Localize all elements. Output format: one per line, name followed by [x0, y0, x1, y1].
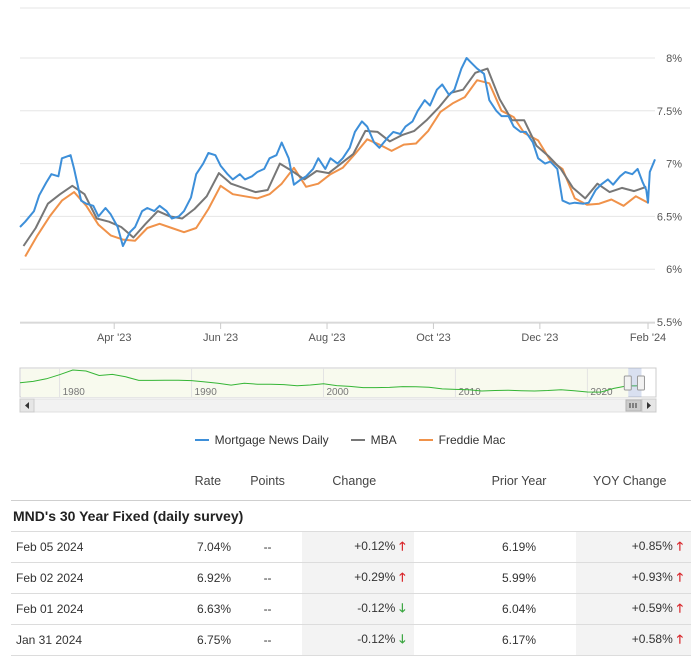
- navigator-tick-label: 1990: [195, 387, 218, 398]
- legend-label: Mortgage News Daily: [214, 433, 329, 447]
- arrow-down-icon: 🡓: [399, 600, 406, 615]
- rates-table: Rate Points Change Prior Year YOY Change…: [11, 462, 691, 656]
- series-line-mortgage-news-daily: [19, 57, 656, 247]
- navigator-chart[interactable]: 1980 1990 2000 2010 2020: [0, 360, 700, 422]
- row-prior-year: 5.99%: [413, 562, 576, 594]
- table-header-row: Rate Points Change Prior Year YOY Change: [11, 462, 691, 501]
- header-points: Points: [250, 474, 285, 488]
- legend-label: MBA: [370, 433, 397, 447]
- scroll-right-arrow-icon: [647, 402, 651, 409]
- change-value: +0.12%: [354, 538, 396, 553]
- header-change: Change: [332, 474, 377, 488]
- arrow-up-icon: 🡑: [399, 569, 406, 584]
- row-change: +0.12% 🡑: [302, 531, 414, 563]
- series-line-freddie-mac: [24, 79, 649, 258]
- row-points: --: [233, 562, 303, 594]
- arrow-up-icon: 🡑: [676, 600, 683, 615]
- row-rate: 6.92%: [142, 562, 234, 594]
- row-rate: 6.75%: [142, 624, 234, 656]
- arrow-up-icon: 🡑: [676, 569, 683, 584]
- table-row: Feb 02 2024 6.92% -- +0.29% 🡑 5.99% +0.93…: [11, 562, 691, 594]
- change-value: -0.12%: [357, 631, 396, 646]
- yoy-value: +0.58%: [631, 631, 673, 646]
- arrow-up-icon: 🡑: [676, 538, 683, 553]
- navigator-handle: [636, 375, 645, 391]
- row-points: --: [233, 624, 303, 656]
- header-date: [11, 462, 143, 501]
- y-tick-label: 6%: [666, 264, 682, 276]
- table-row: Feb 01 2024 6.63% -- -0.12% 🡓 6.04% +0.59…: [11, 593, 691, 625]
- main-line-chart: 5.5% 6% 6.5% 7% 7.5% 8% Apr '23 Jun '23 Aug '23 O…: [19, 7, 690, 344]
- row-rate: 7.04%: [142, 531, 234, 563]
- legend-item-mba[interactable]: MBA: [350, 433, 397, 447]
- navigator-handle: [623, 375, 632, 391]
- y-tick-label: 7.5%: [657, 106, 682, 118]
- x-tick-label: Jun '23: [203, 332, 238, 344]
- table-row: Jan 31 2024 6.75% -- -0.12% 🡓 6.17% +0.58…: [11, 624, 691, 656]
- header-yoy-change: YOY Change: [593, 474, 667, 488]
- row-date: Jan 31 2024: [11, 624, 143, 656]
- row-yoy: +0.85% 🡑: [575, 531, 691, 563]
- navigator-tick-label: 2000: [326, 387, 349, 398]
- legend-swatch-mnd: [194, 439, 209, 441]
- yoy-value: +0.93%: [631, 569, 673, 584]
- legend-item-mnd[interactable]: Mortgage News Daily: [194, 433, 329, 447]
- row-prior-year: 6.04%: [413, 593, 576, 625]
- x-tick-label: Oct '23: [416, 332, 451, 344]
- row-prior-year: 6.19%: [413, 531, 576, 563]
- y-tick-label: 6.5%: [657, 211, 682, 223]
- row-date: Feb 02 2024: [11, 562, 143, 594]
- y-tick-label: 7%: [666, 159, 682, 171]
- row-date: Feb 05 2024: [11, 531, 143, 563]
- x-tick-label: Feb '24: [630, 332, 666, 344]
- legend-swatch-mba: [350, 439, 365, 441]
- yoy-value: +0.85%: [631, 538, 673, 553]
- x-tick-label: Apr '23: [97, 332, 132, 344]
- header-prior-year: Prior Year: [491, 474, 547, 488]
- legend-label: Freddie Mac: [438, 433, 506, 447]
- row-points: --: [233, 593, 303, 625]
- row-points: --: [233, 531, 303, 563]
- row-date: Feb 01 2024: [11, 593, 143, 625]
- navigator-tick-label: 1980: [63, 387, 86, 398]
- row-yoy: +0.93% 🡑: [575, 562, 691, 594]
- header-rate: Rate: [194, 474, 222, 488]
- chart-legend: Mortgage News Daily MBA Freddie Mac: [0, 433, 700, 447]
- y-tick-label: 5.5%: [657, 317, 682, 329]
- legend-swatch-freddie: [418, 439, 433, 441]
- section-title: MND's 30 Year Fixed (daily survey): [11, 500, 691, 532]
- x-tick-label: Aug '23: [309, 332, 346, 344]
- section-row: MND's 30 Year Fixed (daily survey): [11, 500, 691, 532]
- table-row: Feb 05 2024 7.04% -- +0.12% 🡑 6.19% +0.85…: [11, 531, 691, 563]
- arrow-up-icon: 🡑: [676, 631, 683, 646]
- row-prior-year: 6.17%: [413, 624, 576, 656]
- rates-chart: 5.5% 6% 6.5% 7% 7.5% 8% Apr '23 Jun '23 Aug '23 O…: [0, 7, 700, 422]
- scrollbar-track: [19, 398, 657, 413]
- row-rate: 6.63%: [142, 593, 234, 625]
- navigator-tick-label: 2020: [590, 387, 613, 398]
- y-tick-label: 8%: [666, 53, 682, 65]
- series-line-mba: [22, 67, 647, 247]
- row-change: -0.12% 🡓: [302, 624, 414, 656]
- row-yoy: +0.59% 🡑: [575, 593, 691, 625]
- navigator-series-line: [19, 369, 641, 393]
- yoy-value: +0.59%: [631, 600, 673, 615]
- x-tick-label: Dec '23: [521, 332, 558, 344]
- legend-item-freddie[interactable]: Freddie Mac: [418, 433, 506, 447]
- arrow-down-icon: 🡓: [399, 631, 406, 646]
- change-value: -0.12%: [357, 600, 396, 615]
- navigator-tick-label: 2010: [458, 387, 481, 398]
- row-change: +0.29% 🡑: [302, 562, 414, 594]
- row-change: -0.12% 🡓: [302, 593, 414, 625]
- arrow-up-icon: 🡑: [399, 538, 406, 553]
- change-value: +0.29%: [354, 569, 396, 584]
- navigator-unselected-area: [21, 369, 629, 397]
- row-yoy: +0.58% 🡑: [575, 624, 691, 656]
- scroll-left-arrow-icon: [25, 402, 29, 409]
